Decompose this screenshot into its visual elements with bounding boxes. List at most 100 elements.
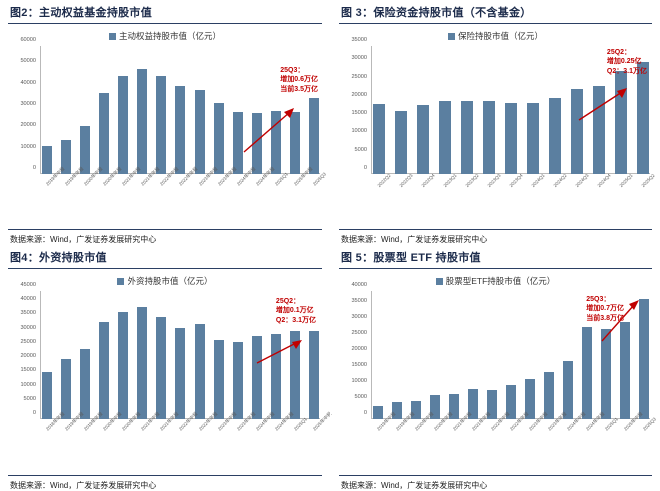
y-axis-tick: 30000 bbox=[351, 55, 367, 62]
bar bbox=[175, 327, 186, 419]
annotation-line-2: 增加0.7万亿 bbox=[586, 305, 624, 313]
bar-series-figure-5 bbox=[373, 291, 649, 419]
y-axis-tick: 10000 bbox=[351, 128, 367, 135]
bar bbox=[232, 111, 243, 174]
y-axis-tick: 25000 bbox=[20, 338, 36, 345]
y-axis-line bbox=[40, 46, 41, 174]
bar bbox=[99, 321, 110, 419]
bar bbox=[449, 393, 459, 419]
y-axis-tick: 0 bbox=[32, 410, 36, 416]
bar bbox=[395, 111, 407, 174]
plot-figure-2: 0 10000 20000 30000 40000 50000 60000 25Q3： 增加… bbox=[8, 37, 322, 174]
bar bbox=[156, 317, 167, 419]
y-axis-tick: 10000 bbox=[20, 143, 36, 150]
y-axis-tick: 20000 bbox=[351, 346, 367, 352]
legend-swatch-icon bbox=[117, 277, 125, 285]
page-title-figure-2: 图2：主动权益基金持股市值 bbox=[8, 0, 322, 24]
bar bbox=[137, 306, 148, 419]
bar bbox=[61, 359, 72, 419]
legend-label: 保险持股市值（亿元） bbox=[457, 31, 543, 41]
bar bbox=[194, 90, 205, 174]
bar bbox=[213, 102, 224, 174]
legend-swatch-icon bbox=[108, 32, 116, 40]
annotation-figure-2: 25Q3： 增加0.6万亿 当前3.5万亿 bbox=[280, 66, 318, 94]
bar bbox=[483, 100, 495, 174]
bar bbox=[582, 326, 592, 419]
annotation-line-2: 增加0.6万亿 bbox=[280, 76, 318, 84]
annotation-line-3: 当前3.8万亿 bbox=[586, 314, 624, 322]
bar bbox=[525, 379, 535, 419]
bar bbox=[549, 97, 561, 174]
bar bbox=[505, 103, 517, 174]
page-title-figure-5: 图 5：股票型 ETF 持股市值 bbox=[339, 245, 652, 269]
bar bbox=[270, 111, 281, 174]
annotation-line-1: 25Q3： bbox=[586, 296, 611, 303]
bar bbox=[270, 334, 281, 419]
bar bbox=[563, 361, 573, 419]
bar bbox=[251, 112, 262, 174]
y-axis-figure-4: 0 5000 10000 15000 20000 25000 30000 35000 40000… bbox=[8, 282, 40, 419]
annotation-arrow-icon bbox=[243, 108, 294, 153]
bar bbox=[430, 395, 440, 419]
bar bbox=[487, 389, 497, 419]
y-axis-tick: 15000 bbox=[351, 362, 367, 368]
source-note-figure-3: 数据来源：Wind，广发证券发展研究中心 bbox=[339, 229, 652, 245]
chart-area-figure-3: 保险持股市值（亿元） 0 5000 10000 15000 20000 25000 3000… bbox=[339, 24, 656, 229]
y-axis-figure-5: 0 5000 10000 15000 20000 25000 30000 35000 40000 bbox=[339, 282, 371, 419]
y-axis-tick: 20000 bbox=[20, 122, 36, 129]
legend-label: 外资持股市值（亿元） bbox=[127, 276, 213, 286]
y-axis-tick: 25000 bbox=[351, 330, 367, 336]
y-axis-tick: 40000 bbox=[20, 79, 36, 86]
y-axis-tick: 20000 bbox=[20, 353, 36, 360]
y-axis-tick: 60000 bbox=[20, 37, 36, 43]
y-axis-tick: 0 bbox=[363, 165, 367, 171]
chart-legend-figure-3: 保险持股市值（亿元） bbox=[339, 29, 652, 43]
bar bbox=[417, 104, 429, 174]
annotation-figure-4: 25Q2： 增加0.1万亿 Q2：3.1万亿 bbox=[276, 297, 316, 325]
annotation-figure-5: 25Q3： 增加0.7万亿 当前3.8万亿 bbox=[586, 295, 624, 323]
x-axis-labels-figure-2: 2019年中报 2019年年报 2020年中报 2020年年报 2021年中报 2021年… bbox=[42, 166, 327, 212]
bar bbox=[639, 299, 649, 419]
y-axis-tick: 5000 bbox=[23, 395, 36, 402]
annotation-line-1: 25Q2： bbox=[606, 49, 632, 56]
bar bbox=[468, 388, 478, 419]
plot-figure-5: 0 5000 10000 15000 20000 25000 30000 35000 40000… bbox=[339, 282, 652, 419]
annotation-line-1: 25Q2： bbox=[275, 298, 301, 305]
bar bbox=[506, 384, 516, 419]
bar bbox=[373, 104, 385, 174]
bar bbox=[213, 339, 224, 419]
annotation-line-3: Q2：3.1万亿 bbox=[275, 316, 316, 324]
bar bbox=[80, 125, 91, 174]
legend-swatch-icon bbox=[435, 277, 443, 285]
y-axis-tick: 15000 bbox=[20, 367, 36, 374]
y-axis-line bbox=[371, 291, 372, 419]
y-axis-tick: 45000 bbox=[20, 282, 36, 288]
y-axis-tick: 35000 bbox=[351, 298, 367, 304]
bar bbox=[251, 335, 262, 419]
bar bbox=[392, 401, 402, 419]
page-title-figure-3: 图 3：保险资金持股市值（不含基金） bbox=[339, 0, 652, 24]
y-axis-tick: 30000 bbox=[351, 314, 367, 320]
x-axis-labels-figure-3: 2022Q2 2022Q3 2022Q4 2023Q1 2023Q2 2023Q3 2023… bbox=[373, 173, 656, 212]
bar bbox=[411, 400, 421, 419]
bar bbox=[620, 322, 630, 419]
y-axis-tick: 15000 bbox=[351, 110, 367, 117]
bar bbox=[194, 324, 205, 419]
annotation-arrow-icon bbox=[601, 300, 639, 342]
y-axis-tick: 5000 bbox=[354, 394, 367, 400]
bar bbox=[118, 312, 129, 419]
y-axis-tick: 5000 bbox=[354, 146, 367, 153]
annotation-line-3: Q2：3.1万亿 bbox=[606, 67, 647, 75]
y-axis-tick: 0 bbox=[32, 165, 36, 171]
x-axis-labels-figure-4: 2018年年报 2019年中报 2019年年报 2020年中报 2020年年报 2021年… bbox=[42, 411, 332, 457]
bar bbox=[593, 85, 605, 174]
bar bbox=[308, 331, 319, 419]
bar bbox=[461, 100, 473, 174]
bar-series-figure-3 bbox=[373, 46, 649, 174]
y-axis-tick: 50000 bbox=[20, 58, 36, 65]
annotation-figure-3: 25Q2： 增加0.25亿 Q2：3.1万亿 bbox=[607, 48, 647, 76]
legend-label: 股票型ETF持股市值（亿元） bbox=[445, 276, 556, 286]
bar bbox=[615, 71, 627, 174]
annotation-line-2: 增加0.25亿 bbox=[606, 58, 642, 66]
bar bbox=[373, 405, 383, 419]
